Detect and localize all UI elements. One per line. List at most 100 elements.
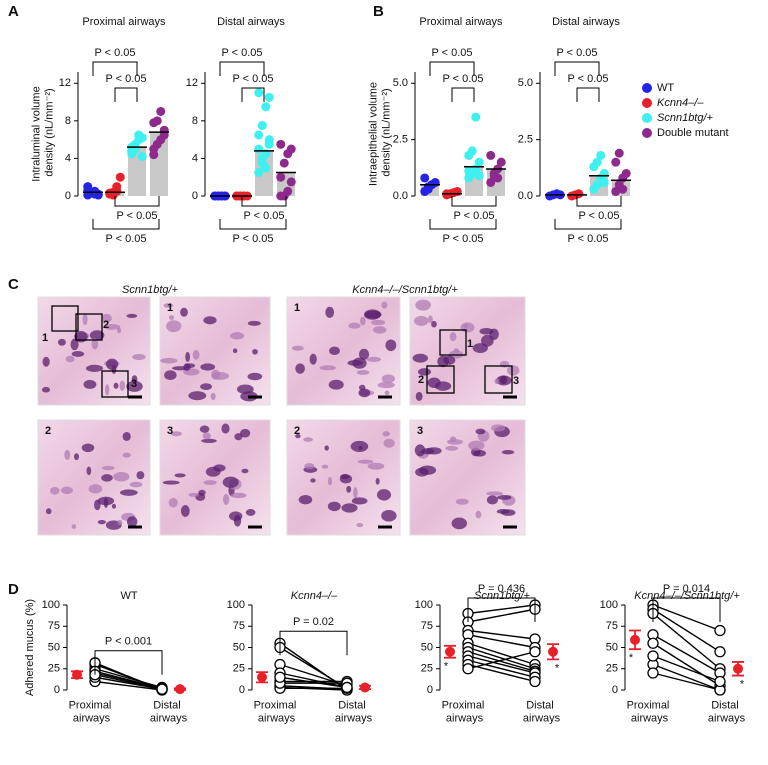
tissue-stain <box>49 486 60 495</box>
data-point <box>474 171 484 181</box>
data-point <box>462 663 474 675</box>
p-value: P = 0.014 <box>663 583 710 595</box>
data-point <box>112 186 122 196</box>
tissue-stain <box>42 356 50 367</box>
pair-line <box>652 608 721 653</box>
x-tick-label: Distal airways <box>332 699 373 724</box>
bracket <box>219 219 287 230</box>
significance-marker: * <box>629 652 634 664</box>
data-point <box>592 157 602 167</box>
y-tick-label: 25 <box>233 663 245 675</box>
tissue-stain <box>126 313 138 318</box>
y-tick-label: 100 <box>227 599 245 611</box>
tissue-stain <box>431 320 437 328</box>
data-point <box>254 130 264 140</box>
panel-label: A <box>8 3 19 20</box>
bracket <box>429 219 497 230</box>
tissue-stain <box>101 465 115 471</box>
data-point <box>574 189 584 199</box>
y-tick-label: 25 <box>606 663 618 675</box>
data-point <box>276 139 286 149</box>
p-value: P < 0.05 <box>578 210 619 222</box>
tissue-stain <box>364 310 382 319</box>
p-value: P < 0.05 <box>232 233 273 245</box>
tissue-stain <box>377 381 395 389</box>
data-point <box>486 177 496 187</box>
tissue-stain <box>327 501 341 512</box>
y-tick-label: 4 <box>192 152 198 164</box>
data-point <box>471 112 481 122</box>
tissue-stain <box>174 473 186 478</box>
tissue-stain <box>136 471 145 480</box>
inset-label: 2 <box>294 425 300 437</box>
mean-point <box>72 669 82 680</box>
tissue-stain <box>164 370 177 380</box>
tissue-stain <box>360 316 366 326</box>
y-tick-label: 0 <box>192 190 198 202</box>
tissue-stain <box>170 431 182 437</box>
y-axis-label: Intraepithelial volume density (nL/mm⁻²) <box>367 82 392 186</box>
y-axis-label: Intraluminal volume density (nL/mm⁻²) <box>30 86 55 181</box>
tissue-stain <box>252 348 258 355</box>
bracket <box>241 87 265 102</box>
tissue-stain <box>180 504 190 517</box>
y-tick-label: 5.0 <box>393 77 408 89</box>
data-point <box>341 681 353 694</box>
y-tick-label: 0.0 <box>393 190 408 202</box>
pair-line <box>94 674 163 690</box>
tissue-stain <box>375 477 380 485</box>
chart-title: Proximal airways <box>82 16 166 28</box>
tissue-stain <box>479 327 494 335</box>
pair-line <box>652 672 721 691</box>
tissue-stain <box>210 392 216 401</box>
tissue-stain <box>185 351 191 363</box>
tissue-stain <box>104 384 110 396</box>
data-point <box>714 646 726 658</box>
pair-line <box>467 651 536 670</box>
tissue-stain <box>415 299 432 311</box>
tissue-stain <box>129 481 143 488</box>
tissue-stain <box>346 485 352 493</box>
tissue-stain <box>132 353 146 361</box>
y-axis-label: Adhered mucus (%) <box>24 599 36 696</box>
tissue-stain <box>446 439 463 445</box>
data-point <box>714 624 726 637</box>
tissue-stain <box>106 358 119 370</box>
tissue-stain <box>236 384 254 394</box>
tissue-stain <box>91 338 99 350</box>
tissue-stain <box>460 322 475 333</box>
tissue-stain <box>494 378 500 385</box>
pair-line <box>652 634 721 674</box>
inset-box <box>484 365 513 394</box>
tissue-stain <box>347 359 363 366</box>
data-point <box>467 146 477 156</box>
data-point <box>279 158 289 168</box>
inset-label: 1 <box>467 338 473 350</box>
pair-line <box>652 663 721 691</box>
tissue-stain <box>192 349 200 360</box>
tissue-stain <box>303 437 313 442</box>
tissue-stain <box>199 425 210 433</box>
tissue-stain <box>298 494 313 505</box>
y-tick-label: 12 <box>59 77 71 89</box>
p-value: P = 0.02 <box>293 616 334 628</box>
y-tick-label: 50 <box>606 641 618 653</box>
tissue-stain <box>358 348 370 360</box>
y-tick-label: 25 <box>48 663 60 675</box>
data-point <box>149 144 159 154</box>
legend-label: Double mutant <box>657 127 729 139</box>
data-point <box>464 166 474 176</box>
tissue-stain <box>117 519 123 526</box>
x-tick-label: Distal airways <box>705 699 746 724</box>
chart-title: WT <box>120 590 137 602</box>
data-point <box>254 144 264 154</box>
tissue-stain <box>119 380 126 392</box>
tissue-stain <box>41 386 51 393</box>
legend-label: Scnn1btg/+ <box>657 112 714 124</box>
y-tick-label: 25 <box>421 663 433 675</box>
data-point <box>283 186 293 196</box>
tissue-stain <box>358 445 363 451</box>
tissue-stain <box>414 315 429 326</box>
tissue-stain <box>205 466 221 477</box>
y-tick-label: 0 <box>239 684 245 696</box>
